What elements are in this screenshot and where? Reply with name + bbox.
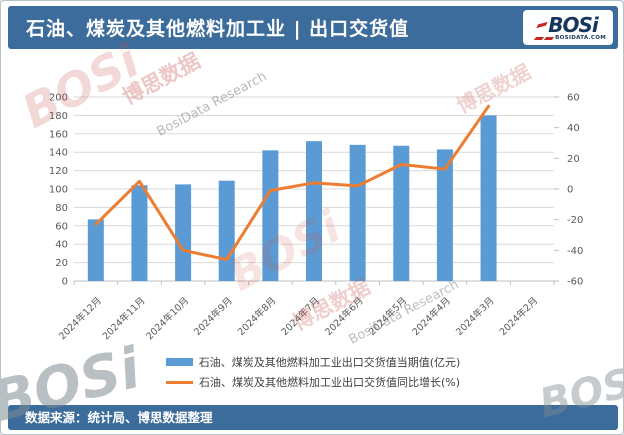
legend-bar-label: 石油、煤炭及其他燃料加工业出口交货值当期值(亿元): [198, 356, 461, 369]
legend-line-marker-icon: [165, 380, 193, 384]
left-axis-label: 60: [55, 221, 68, 232]
right-axis-label: 60: [567, 93, 580, 104]
legend-item-line-series: 石油、煤炭及其他燃料加工业出口交货值同比增长(%): [165, 374, 461, 390]
left-axis-label: 100: [49, 185, 68, 196]
x-axis-label: 2024年10月: [144, 295, 192, 343]
legend-item-bar-series: 石油、煤炭及其他燃料加工业出口交货值当期值(亿元): [165, 354, 461, 370]
left-axis-label: 0: [62, 277, 68, 288]
right-axis-label: 40: [567, 123, 580, 134]
bar: [349, 144, 366, 281]
right-axis-label: -20: [567, 215, 583, 226]
right-axis-label: -40: [567, 246, 583, 257]
x-axis-label: 2024年3月: [453, 295, 496, 338]
page-title: 石油、煤炭及其他燃料加工业 | 出口交货值: [26, 18, 410, 40]
left-axis-label: 20: [55, 258, 68, 269]
left-axis-label: 140: [49, 148, 68, 159]
combo-chart-svg: 0 20 40 60 80 100 120 140 160 180 200 -60 -40 -20 0 20 4…: [49, 93, 583, 343]
left-axis-label: 160: [49, 129, 68, 140]
x-axis-label: 2024年12月: [56, 295, 104, 343]
bar: [218, 180, 235, 281]
bar: [306, 141, 322, 281]
bar: [131, 185, 148, 281]
x-axis-label: 2024年7月: [279, 295, 322, 338]
bar: [393, 145, 410, 281]
logo-text: BOSi: [548, 12, 599, 37]
logo-red-slash-icon: [536, 21, 548, 28]
left-axis-label: 40: [55, 240, 68, 251]
left-axis-label: 200: [49, 93, 68, 104]
chart-area: 0 20 40 60 80 100 120 140 160 180 200 -60 -40 -20 0 20 4…: [1, 49, 623, 353]
x-axis-label: 2024年5月: [366, 295, 409, 338]
left-axis-label: 80: [55, 203, 68, 214]
x-axis-label: 2024年11月: [100, 295, 148, 343]
bosi-logo: BOSi BOSIDATA.COM: [523, 10, 613, 45]
legend-bar-marker-icon: [165, 358, 193, 366]
footer-bar: 数据来源：统计局、博思数据整理: [8, 405, 618, 430]
left-axis-label: 120: [49, 166, 68, 177]
bar: [87, 219, 104, 281]
logo-stripe-icon: [543, 37, 555, 40]
data-source-text: 数据来源：统计局、博思数据整理: [25, 410, 213, 425]
logo-main: BOSi: [536, 12, 599, 37]
legend: 石油、煤炭及其他燃料加工业出口交货值当期值(亿元) 石油、煤炭及其他燃料加工业出…: [1, 354, 623, 390]
bar: [480, 115, 497, 282]
logo-subrow: BOSIDATA.COM: [533, 34, 613, 42]
right-axis-label: -60: [567, 277, 583, 288]
logo-subtext: BOSIDATA.COM: [555, 34, 606, 41]
x-axis-label: 2024年9月: [192, 295, 235, 338]
right-axis-label: 20: [567, 154, 580, 165]
right-axis-label: 0: [567, 185, 573, 196]
bar: [436, 149, 453, 281]
x-axis-label: 2024年8月: [235, 295, 278, 338]
header-bar: 石油、煤炭及其他燃料加工业 | 出口交货值 BOSi BOSIDATA.COM: [8, 6, 618, 49]
bar: [175, 184, 192, 281]
x-axis-label: 2024年4月: [410, 295, 453, 338]
line-series: [94, 104, 491, 262]
legend-line-label: 石油、煤炭及其他燃料加工业出口交货值同比增长(%): [198, 376, 461, 389]
bar: [262, 150, 279, 281]
left-axis-label: 180: [49, 111, 68, 122]
x-axis-label: 2024年2月: [497, 295, 540, 338]
x-axis-label: 2024年6月: [322, 295, 365, 338]
